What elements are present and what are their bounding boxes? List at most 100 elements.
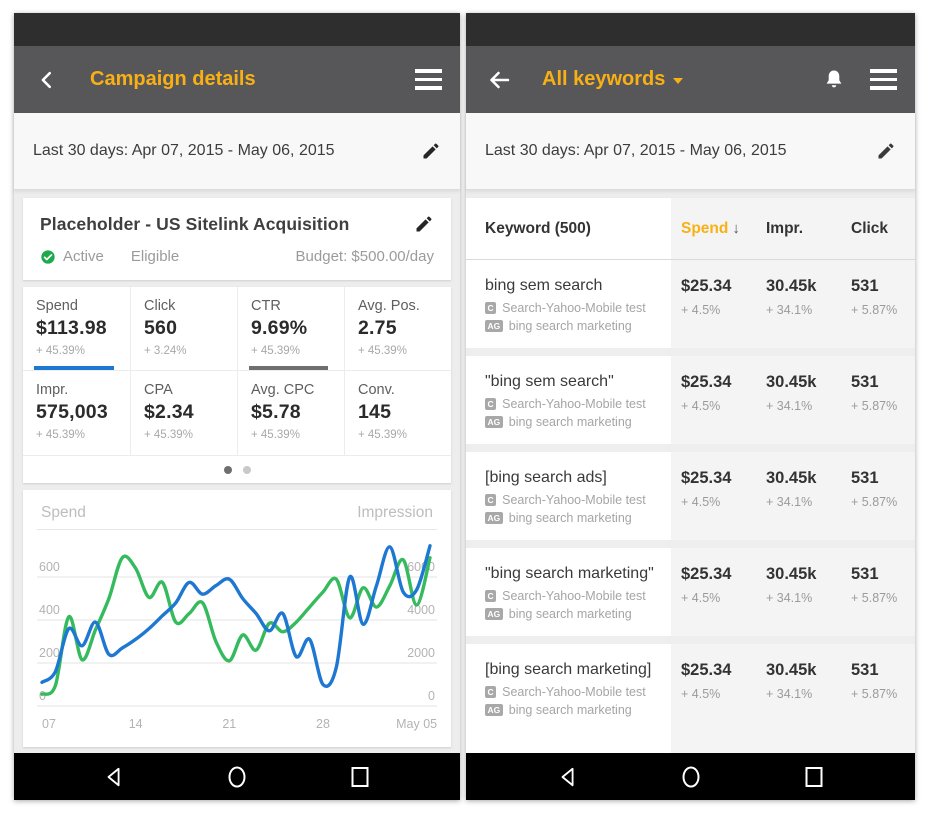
campaign-status: Active bbox=[63, 248, 104, 265]
impr-delta: + 34.1% bbox=[766, 399, 813, 413]
nav-recents-icon[interactable] bbox=[348, 765, 372, 789]
column-header-click[interactable]: Click bbox=[851, 219, 889, 237]
keyword-row[interactable]: [bing search ads] C Search-Yahoo-Mobile te… bbox=[466, 452, 915, 540]
click-cell: 531 + 5.87% bbox=[841, 565, 915, 621]
column-header-impr[interactable]: Impr. bbox=[766, 219, 804, 237]
stat-cell-ctr[interactable]: CTR 9.69% + 45.39% bbox=[237, 287, 344, 371]
impr-value: 30.45k bbox=[766, 373, 817, 391]
chart-svg: 0 0 200 2000 400 4000 600 6000 07 14 21 28 May 05 bbox=[37, 544, 437, 731]
stat-cell-spend[interactable]: Spend $113.98 + 45.39% bbox=[23, 287, 130, 371]
spend-delta: + 4.5% bbox=[681, 303, 721, 317]
stat-cell-impr[interactable]: Impr. 575,003 + 45.39% bbox=[23, 371, 130, 455]
keyword-row[interactable]: "bing search marketing" C Search-Yahoo-Mob… bbox=[466, 548, 915, 636]
edit-icon[interactable] bbox=[876, 141, 896, 161]
click-delta: + 5.87% bbox=[851, 495, 898, 509]
impr-delta: + 34.1% bbox=[766, 303, 813, 317]
content-area: Placeholder - US Sitelink Acquisition Ac… bbox=[14, 190, 460, 753]
chart-header: Spend Impression bbox=[37, 502, 437, 530]
keyword-text: "bing sem search" bbox=[485, 373, 614, 390]
stat-label: Impr. bbox=[36, 382, 69, 398]
stat-delta: + 45.39% bbox=[144, 429, 193, 441]
adgroup-name: bing search marketing bbox=[508, 703, 632, 717]
column-header-keyword[interactable]: Keyword (500) bbox=[485, 219, 591, 237]
campaign-card[interactable]: Placeholder - US Sitelink Acquisition Ac… bbox=[23, 198, 451, 280]
nav-home-icon[interactable] bbox=[679, 765, 703, 789]
pager-dot-inactive[interactable] bbox=[242, 465, 251, 474]
click-cell: 531 + 5.87% bbox=[841, 373, 915, 429]
right-axis-tick: 2000 bbox=[407, 646, 435, 660]
sort-desc-icon: ↓ bbox=[732, 219, 740, 237]
keyword-row[interactable]: "bing sem search" C Search-Yahoo-Mobile te… bbox=[466, 356, 915, 444]
stat-delta: + 3.24% bbox=[144, 345, 187, 357]
all-keywords-screen: All keywords Last 30 days: Apr 07, 2015 … bbox=[466, 13, 915, 800]
impr-value: 30.45k bbox=[766, 277, 817, 295]
row-separator bbox=[466, 636, 915, 644]
page-title: All keywords bbox=[542, 68, 666, 90]
stat-cell-click[interactable]: Click 560 + 3.24% bbox=[130, 287, 237, 371]
nav-back-icon[interactable] bbox=[102, 765, 126, 789]
campaign-name-line: C Search-Yahoo-Mobile test bbox=[485, 685, 671, 699]
spend-cell: $25.34 + 4.5% bbox=[671, 469, 756, 525]
nav-home-icon[interactable] bbox=[225, 765, 249, 789]
adgroup-name-line: AG bing search marketing bbox=[485, 607, 671, 621]
active-check-icon bbox=[41, 249, 55, 264]
adgroup-badge: AG bbox=[485, 512, 503, 524]
campaign-badge: C bbox=[485, 686, 497, 698]
campaign-name: Search-Yahoo-Mobile test bbox=[502, 589, 646, 603]
adgroup-badge: AG bbox=[485, 608, 503, 620]
chart-left-axis-title: Spend bbox=[41, 504, 86, 521]
campaign-name-line: C Search-Yahoo-Mobile test bbox=[485, 589, 671, 603]
chart-card: Spend Impression 0 0 200 2000 400 4000 600 6000… bbox=[23, 490, 451, 747]
nav-recents-icon[interactable] bbox=[802, 765, 826, 789]
keyword-row[interactable]: [bing search marketing] C Search-Yahoo-Mob… bbox=[466, 644, 915, 732]
stat-value: $5.78 bbox=[251, 401, 301, 423]
click-cell: 531 + 5.87% bbox=[841, 661, 915, 717]
stat-delta: + 45.39% bbox=[251, 429, 300, 441]
date-range-bar[interactable]: Last 30 days: Apr 07, 2015 - May 06, 201… bbox=[14, 113, 460, 190]
stat-cell-avg-pos[interactable]: Avg. Pos. 2.75 + 45.39% bbox=[344, 287, 451, 371]
date-range-label: Last 30 days: Apr 07, 2015 - May 06, 201… bbox=[485, 142, 787, 159]
back-button[interactable] bbox=[484, 65, 514, 95]
column-header-spend[interactable]: Spend ↓ bbox=[681, 219, 740, 237]
stat-cell-avg-cpc[interactable]: Avg. CPC $5.78 + 45.39% bbox=[237, 371, 344, 455]
adgroup-badge: AG bbox=[485, 320, 503, 332]
campaign-name-line: C Search-Yahoo-Mobile test bbox=[485, 301, 671, 315]
campaign-name-line: C Search-Yahoo-Mobile test bbox=[485, 397, 671, 411]
click-cell: 531 + 5.87% bbox=[841, 277, 915, 333]
impr-cell: 30.45k + 34.1% bbox=[756, 277, 841, 333]
app-bar: All keywords bbox=[466, 46, 915, 113]
stat-cell-conv[interactable]: Conv. 145 + 45.39% bbox=[344, 371, 451, 455]
stat-label: Conv. bbox=[358, 382, 395, 398]
row-separator bbox=[466, 444, 915, 452]
click-delta: + 5.87% bbox=[851, 687, 898, 701]
stat-value: 9.69% bbox=[251, 317, 308, 339]
adgroup-name-line: AG bing search marketing bbox=[485, 415, 671, 429]
spend-value: $25.34 bbox=[681, 277, 732, 295]
android-nav-bar bbox=[466, 753, 915, 800]
date-range-label: Last 30 days: Apr 07, 2015 - May 06, 201… bbox=[33, 142, 335, 159]
click-delta: + 5.87% bbox=[851, 303, 898, 317]
keyword-row[interactable]: bing sem search C Search-Yahoo-Mobile test… bbox=[466, 260, 915, 348]
menu-icon[interactable] bbox=[870, 65, 897, 94]
pager-dot-active[interactable] bbox=[223, 465, 232, 474]
impr-cell: 30.45k + 34.1% bbox=[756, 661, 841, 717]
edit-campaign-icon[interactable] bbox=[414, 214, 434, 234]
spend-value: $25.34 bbox=[681, 661, 732, 679]
menu-icon[interactable] bbox=[415, 65, 442, 94]
keywords-title-dropdown[interactable]: All keywords bbox=[542, 68, 684, 91]
table-body: bing sem search C Search-Yahoo-Mobile test… bbox=[466, 260, 915, 732]
stat-cell-cpa[interactable]: CPA $2.34 + 45.39% bbox=[130, 371, 237, 455]
stat-value: 2.75 bbox=[358, 317, 397, 339]
edit-icon[interactable] bbox=[421, 141, 441, 161]
stat-label: Spend bbox=[36, 298, 78, 314]
stat-delta: + 45.39% bbox=[358, 345, 407, 357]
content-area: Keyword (500) Spend ↓ Impr. Click bing se… bbox=[466, 190, 915, 753]
nav-back-icon[interactable] bbox=[556, 765, 580, 789]
impr-value: 30.45k bbox=[766, 661, 817, 679]
date-range-bar[interactable]: Last 30 days: Apr 07, 2015 - May 06, 201… bbox=[466, 113, 915, 190]
back-button[interactable] bbox=[32, 65, 62, 95]
click-delta: + 5.87% bbox=[851, 591, 898, 605]
stat-value: 560 bbox=[144, 317, 178, 339]
notifications-bell-icon[interactable] bbox=[822, 68, 846, 92]
